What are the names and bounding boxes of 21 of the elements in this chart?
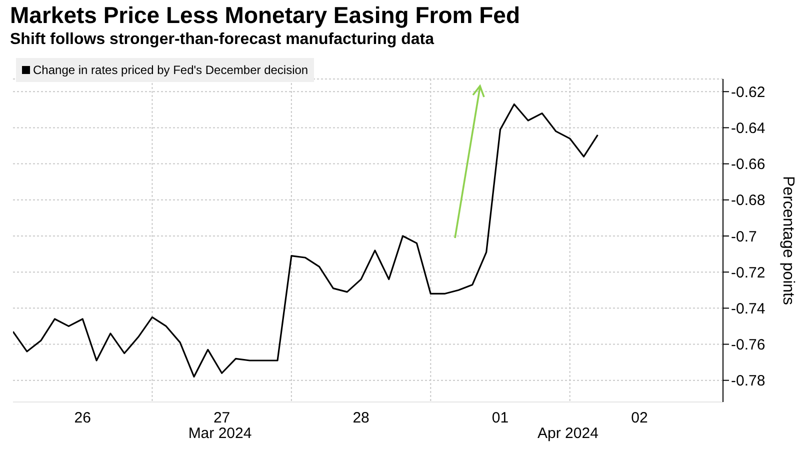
y-tick-label: -0.74 — [731, 300, 766, 318]
chart-subtitle: Shift follows stronger-than-forecast manufacturing data — [10, 31, 434, 49]
y-tick-label: -0.68 — [731, 192, 766, 210]
legend-label: Change in rates priced by Fed's December decision — [32, 63, 308, 77]
x-tick-label: 01 — [492, 410, 509, 427]
x-tick-label: 28 — [352, 410, 370, 427]
y-tick-label: -0.64 — [731, 120, 766, 138]
line-series — [13, 103, 599, 378]
y-tick-label: -0.7 — [731, 228, 757, 246]
x-tick-label: 02 — [631, 410, 648, 427]
y-tick-label: -0.72 — [731, 264, 766, 282]
x-tick-label: 27 — [213, 410, 230, 427]
text: Apr 2024 — [536, 425, 600, 442]
x-tick-label: 26 — [74, 410, 91, 427]
y-tick-label: -0.66 — [731, 156, 766, 174]
y-axis-title: Percentage points — [779, 176, 796, 305]
chart-title: Markets Price Less Monetary Easing From Fed — [10, 2, 520, 29]
y-tick-label: -0.62 — [731, 84, 766, 101]
y-tick-label: -0.76 — [731, 336, 766, 354]
y-tick-label: -0.78 — [731, 372, 766, 390]
text: Mar 2024 — [187, 425, 253, 442]
